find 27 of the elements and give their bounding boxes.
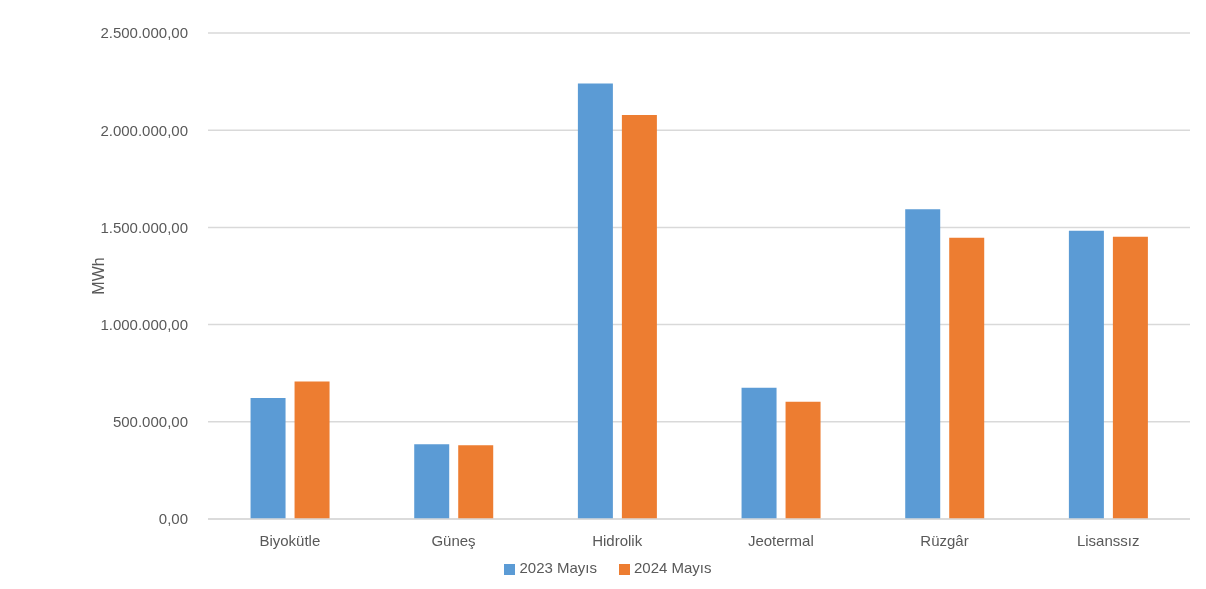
x-tick-label: Jeotermal bbox=[747, 531, 814, 549]
legend-label: 2024 Mayıs bbox=[634, 559, 712, 576]
legend-label: 2023 Mayıs bbox=[519, 559, 597, 576]
x-tick-label: Güneş bbox=[431, 531, 476, 549]
x-tick-label: Lisanssız bbox=[1076, 531, 1140, 549]
bar bbox=[1112, 236, 1148, 519]
bar bbox=[414, 444, 450, 519]
bar bbox=[785, 401, 821, 519]
y-tick-label: 0,00 bbox=[158, 510, 188, 528]
x-tick-label: Hidrolik bbox=[592, 531, 643, 549]
bar bbox=[621, 115, 657, 519]
y-tick-label: 2.000.000,00 bbox=[100, 121, 188, 139]
bar bbox=[741, 387, 777, 519]
bar bbox=[949, 237, 985, 519]
bar bbox=[294, 381, 330, 519]
y-axis-title: MWh bbox=[89, 257, 107, 295]
y-tick-label: 500.000,00 bbox=[112, 413, 188, 431]
bar bbox=[250, 397, 286, 519]
bar bbox=[905, 209, 941, 519]
x-tick-label: Biyokütle bbox=[259, 531, 321, 549]
bar bbox=[1068, 230, 1104, 519]
bar bbox=[458, 445, 494, 519]
bar bbox=[577, 83, 613, 519]
y-tick-label: 1.500.000,00 bbox=[100, 218, 188, 236]
y-tick-label: 1.000.000,00 bbox=[100, 315, 188, 333]
y-tick-label: 2.500.000,00 bbox=[100, 24, 188, 42]
x-tick-label: Rüzgâr bbox=[920, 531, 969, 549]
